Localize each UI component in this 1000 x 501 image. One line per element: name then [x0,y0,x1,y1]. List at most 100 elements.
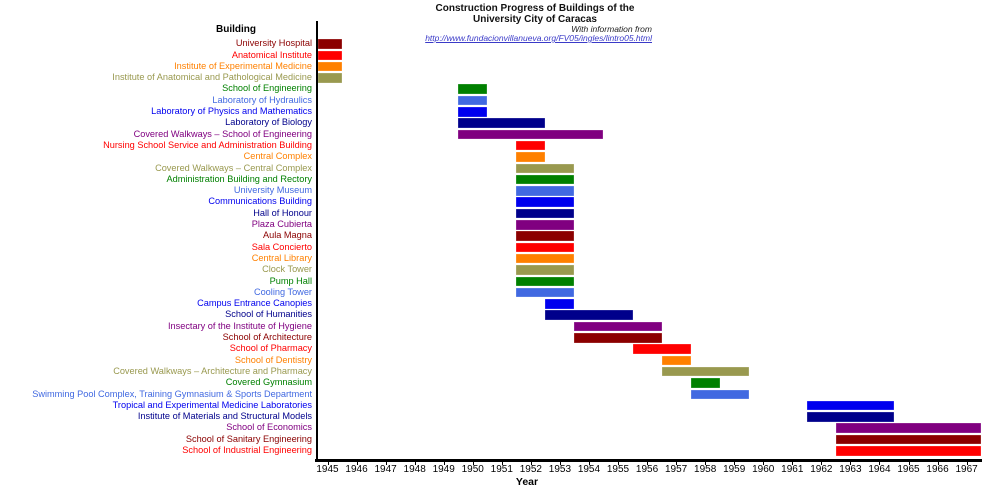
x-tick-label: 1955 [606,464,630,475]
x-tick-label: 1947 [374,464,397,475]
x-tick-label: 1967 [955,464,978,475]
row-label: Central Library [251,252,312,263]
row-label: Clock Tower [262,264,312,275]
x-tick-label: 1950 [461,464,484,475]
x-tick-label: 1962 [810,464,833,475]
x-tick-label: 1963 [839,464,862,475]
gantt-bar [516,265,575,275]
row-label: Covered Walkways – School of Engineering [133,128,312,139]
x-tick-label: 1960 [752,464,775,475]
gantt-bar [458,118,546,128]
x-tick-mark [821,461,823,465]
x-tick-label: 1952 [519,464,542,475]
row-label: Insectary of the Institute of Hygiene [167,320,312,331]
row-label: Hall of Honour [253,207,312,218]
x-tick-mark [937,461,939,465]
gantt-bar [574,321,662,332]
x-tick-mark [530,461,532,465]
x-axis-title: Year [515,476,539,488]
gantt-bar [317,50,343,61]
chart-title-line1: Construction Progress of Buildings of th… [435,3,635,14]
x-tick-mark [414,461,416,465]
x-tick-mark [385,461,387,465]
row-label: Covered Walkways – Architecture and Phar… [113,365,312,376]
gantt-bar [516,140,546,151]
row-label: Laboratory of Physics and Mathematics [151,106,312,116]
x-tick-mark [559,461,561,465]
row-label: Laboratory of Biology [225,117,312,128]
x-tick-mark [792,461,794,465]
row-label: Campus Entrance Canopies [197,298,312,309]
gantt-bar [632,344,691,354]
row-label: Institute of Materials and Structural Mo… [137,411,312,422]
row-label: Tropical and Experimental Medicine Labor… [112,399,312,410]
gantt-bar [516,276,575,287]
row-label: University Hospital [235,38,312,49]
x-tick-label: 1958 [694,464,717,475]
gantt-bar [661,366,749,377]
row-label: School of Engineering [222,83,312,94]
row-label: Covered Walkways – Central Complex [155,162,312,173]
gantt-bar [835,423,981,433]
row-label: School of Architecture [222,332,312,342]
row-label: Sala Concierto [251,241,312,252]
gantt-bar [806,400,894,411]
x-axis-line [315,459,982,462]
x-tick-mark [763,461,765,465]
gantt-bar [516,197,575,207]
x-tick-mark [472,461,474,465]
gantt-bar [317,39,343,49]
gantt-bar [516,152,546,162]
row-label: Covered Gymnasium [225,377,312,388]
x-tick-mark [908,461,910,465]
gantt-bar [516,220,575,230]
x-tick-label: 1946 [345,464,368,475]
x-tick-mark [879,461,881,465]
row-label: School of Sanitary Engineering [185,433,312,444]
row-label: Aula Magna [262,230,312,241]
row-label: Swimming Pool Complex, Training Gymnasiu… [32,388,312,399]
row-label: Institute of Experimental Medicine [174,60,312,71]
x-tick-label: 1954 [577,464,601,475]
row-label: Institute of Anatomical and Pathological… [112,72,312,83]
gantt-bar [458,84,488,94]
x-tick-mark [588,461,590,465]
x-tick-label: 1965 [897,464,920,475]
row-label: Central Complex [243,151,312,162]
credit-block: With information from http://www.fundaci… [352,25,652,43]
x-tick-mark [327,461,329,465]
gantt-bar [458,129,604,140]
gantt-bar [516,163,575,174]
gantt-bar [458,107,488,117]
row-label: Plaza Cubierta [251,219,312,229]
gantt-bar [516,253,575,264]
chart-title-line2: University City of Caracas [473,14,597,25]
gantt-bar [806,412,894,422]
x-tick-mark [356,461,358,465]
row-label: School of Economics [226,422,312,433]
gantt-bar [516,186,575,196]
gantt-bar [690,389,749,400]
x-tick-label: 1966 [926,464,949,475]
x-tick-mark [676,461,678,465]
gantt-bar [574,333,662,343]
source-link[interactable]: http://www.fundacionvillanueva.org/FV05/… [425,33,652,43]
gantt-bar [545,299,575,309]
x-tick-label: 1959 [723,464,746,475]
gantt-bar [516,231,575,241]
row-label: Administration Building and Rectory [166,173,312,184]
x-tick-label: 1957 [664,464,688,475]
row-label: Anatomical Institute [231,49,312,60]
x-tick-mark [443,461,445,465]
row-label: Nursing School Service and Administratio… [103,139,312,150]
gantt-bar [690,378,720,388]
x-tick-label: 1961 [781,464,804,475]
gantt-bar [317,61,343,72]
x-tick-mark [966,461,968,465]
gantt-bar [661,355,691,366]
gantt-bar [835,434,981,445]
gantt-bar [835,446,981,456]
credit-text: With information from [571,24,652,34]
row-label: University Museum [233,185,312,196]
row-label: Communications Building [208,196,312,207]
